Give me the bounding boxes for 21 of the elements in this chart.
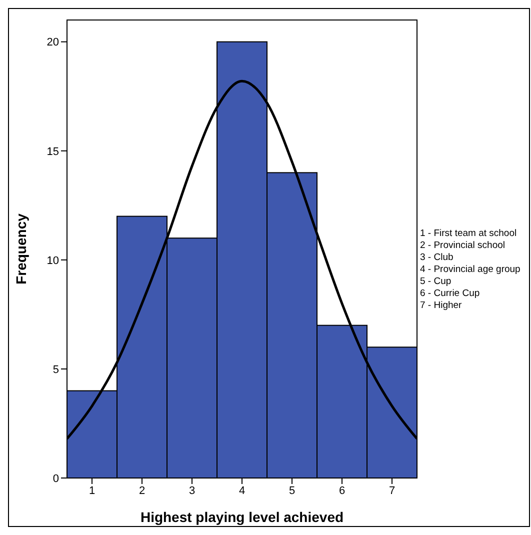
y-tick-label: 0 (52, 472, 59, 485)
text: 3 - Club (420, 252, 454, 264)
y-tick-label: 10 (46, 254, 59, 267)
text: 6 - Currie Cup (420, 288, 481, 300)
y-axis-title: Frequency (12, 213, 29, 284)
x-tick-label: 5 (288, 484, 296, 497)
x-tick-label: 4 (238, 484, 246, 497)
x-tick-label: 2 (138, 484, 146, 497)
x-tick-label: 6 (338, 484, 346, 497)
x-axis-title: Highest playing level achieved (140, 509, 344, 525)
y-tick-label: 15 (46, 146, 59, 158)
text: 4 - Provincial age group (420, 264, 520, 276)
text: 1 - First team at school (420, 228, 518, 240)
x-tick-label: 3 (188, 484, 196, 497)
text: 2 - Provincial school (420, 240, 506, 252)
x-tick-label: 7 (388, 484, 396, 497)
text: 7 - Higher (420, 300, 463, 312)
y-tick-label: 5 (52, 364, 59, 376)
x-tick-label: 1 (88, 484, 96, 497)
y-tick-label: 20 (46, 36, 59, 49)
text: 5 - Cup (420, 276, 452, 288)
